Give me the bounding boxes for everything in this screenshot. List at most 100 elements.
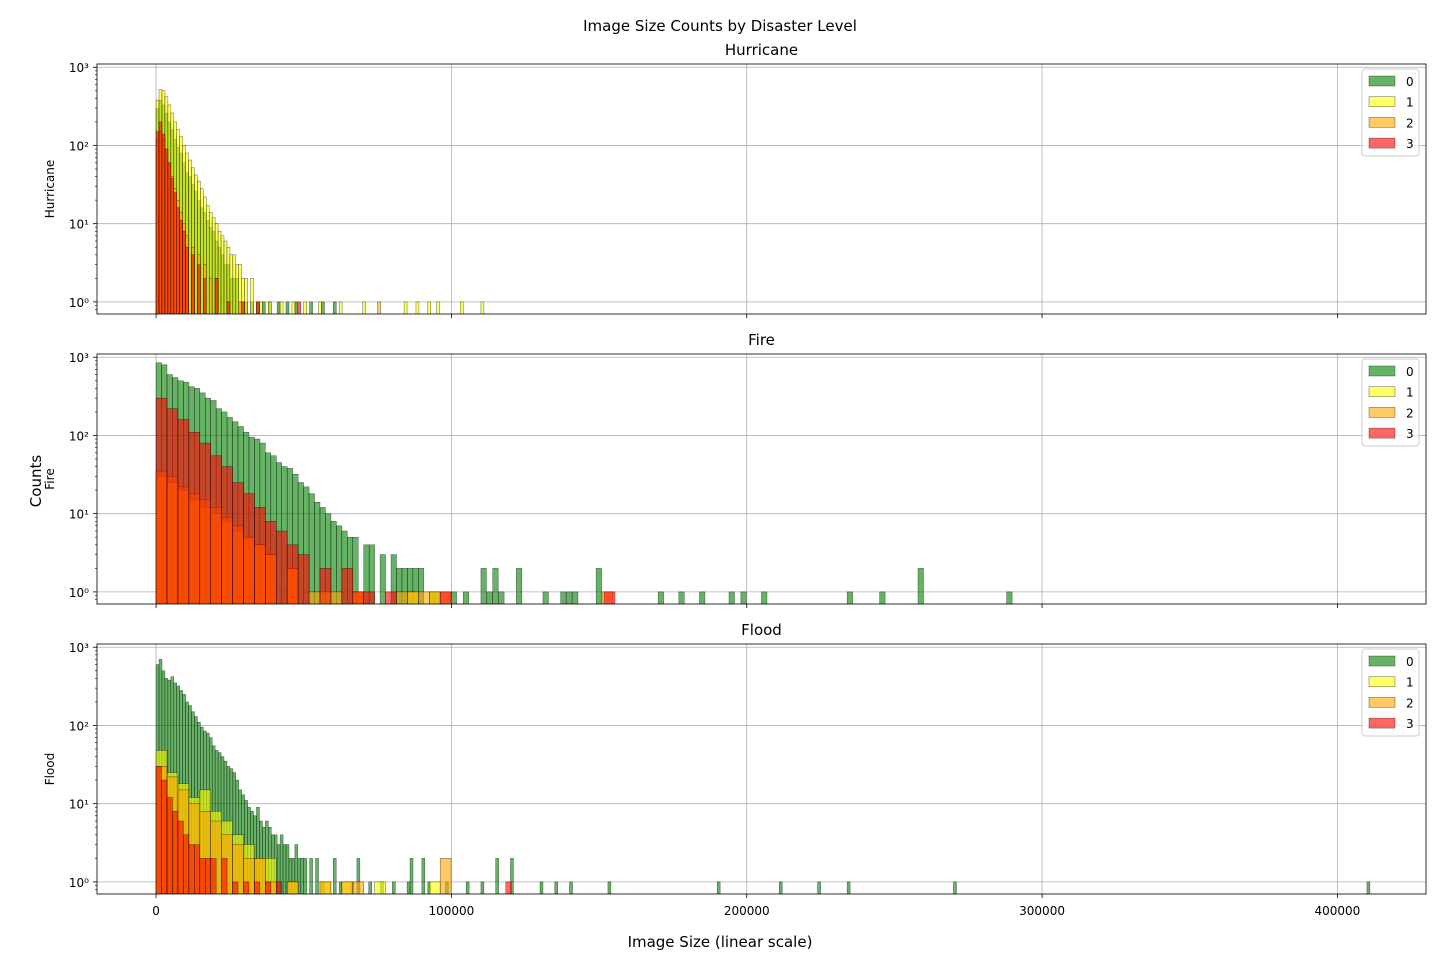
legend-swatch — [1368, 655, 1396, 667]
bar — [330, 591, 343, 604]
bar — [167, 162, 172, 314]
legend-swatch — [1368, 427, 1396, 439]
bar — [495, 858, 499, 894]
legend-frame — [1361, 648, 1420, 737]
legend-swatch — [1368, 137, 1396, 149]
legend-swatch — [1368, 75, 1396, 87]
bar — [846, 591, 853, 604]
bar — [333, 858, 337, 894]
bar — [303, 858, 307, 894]
legend-item-1: 1 — [1368, 676, 1414, 690]
legend-item-2: 2 — [1368, 116, 1414, 130]
bar — [276, 530, 288, 604]
bar — [161, 133, 166, 314]
bar — [368, 544, 375, 604]
bar — [244, 278, 248, 314]
bar — [203, 278, 207, 314]
bar — [254, 507, 266, 604]
bar — [297, 554, 310, 604]
bar — [210, 858, 217, 894]
bar — [409, 858, 414, 894]
bar — [341, 881, 354, 894]
bar — [341, 568, 354, 604]
bar — [429, 591, 441, 604]
bar — [206, 205, 210, 314]
legend: 0 1 2 3 — [1361, 358, 1420, 447]
bar — [516, 568, 523, 604]
y-tick-label: 10⁰ — [69, 296, 89, 310]
bar — [377, 301, 381, 314]
legend-item-2: 2 — [1368, 696, 1414, 710]
bar — [199, 442, 211, 604]
legend-label: 1 — [1406, 676, 1414, 690]
bar — [498, 591, 505, 604]
bar — [319, 568, 332, 604]
bar — [595, 568, 602, 604]
bar — [321, 301, 325, 314]
bar — [385, 591, 397, 604]
bar — [657, 591, 664, 604]
bar — [569, 881, 573, 894]
bar — [191, 254, 195, 314]
bar — [173, 192, 177, 314]
bar — [303, 301, 307, 314]
bar — [486, 591, 493, 604]
bar — [250, 278, 254, 314]
bar — [166, 797, 173, 894]
bar — [176, 207, 180, 314]
axes-frame — [96, 643, 1427, 895]
x-tick-label: 300000 — [1019, 904, 1065, 918]
y-tick-label: 10³ — [69, 641, 89, 655]
legend-item-0: 0 — [1368, 655, 1414, 669]
bar — [427, 301, 431, 314]
bar — [480, 881, 485, 894]
legend-swatch — [1368, 676, 1396, 687]
series-3 — [155, 397, 616, 604]
bar — [374, 881, 386, 894]
legend-swatch — [1368, 717, 1396, 729]
bar — [539, 881, 544, 894]
x-tick-label: 400000 — [1314, 904, 1360, 918]
bar — [208, 278, 213, 314]
bar — [352, 881, 364, 894]
legend: 0 1 2 3 — [1361, 648, 1420, 737]
bar — [221, 858, 228, 894]
legend: 0 1 2 3 — [1361, 68, 1420, 157]
legend-item-2: 2 — [1368, 406, 1414, 420]
y-tick-label: 10⁰ — [69, 586, 89, 600]
legend-item-3: 3 — [1368, 427, 1414, 441]
bar — [460, 301, 464, 314]
bar — [480, 301, 485, 314]
bar — [229, 254, 234, 314]
legend-label: 0 — [1406, 365, 1414, 379]
bar — [572, 591, 579, 604]
legend-label: 3 — [1406, 137, 1414, 151]
bar — [338, 301, 343, 314]
bar — [716, 881, 721, 894]
bar — [415, 301, 420, 314]
bar — [279, 301, 284, 314]
legend-label: 2 — [1406, 116, 1414, 130]
bar — [436, 301, 440, 314]
panel-fire: 10⁰ 10¹ 10² 10³ Fire Fire 0 1 2 3 — [43, 331, 1427, 608]
bar — [315, 858, 319, 894]
bar — [164, 148, 169, 314]
legend-frame — [1361, 358, 1420, 447]
bar — [462, 591, 469, 604]
bar — [439, 591, 452, 604]
y-tick-label: 10¹ — [69, 508, 89, 522]
bar — [172, 810, 179, 894]
x-tick-label: 0 — [152, 904, 160, 918]
panel-ylabel: Fire — [43, 468, 57, 489]
legend-swatch — [1368, 365, 1396, 377]
bar — [254, 858, 266, 894]
bar — [204, 858, 211, 894]
bar — [286, 881, 299, 894]
bar — [268, 301, 272, 314]
figure-suptitle: Image Size Counts by Disaster Level — [583, 17, 857, 35]
bar — [439, 858, 452, 894]
legend-label: 2 — [1406, 406, 1414, 420]
x-tick-label: 200000 — [724, 904, 770, 918]
bar — [846, 881, 851, 894]
panel-title: Fire — [748, 331, 775, 349]
